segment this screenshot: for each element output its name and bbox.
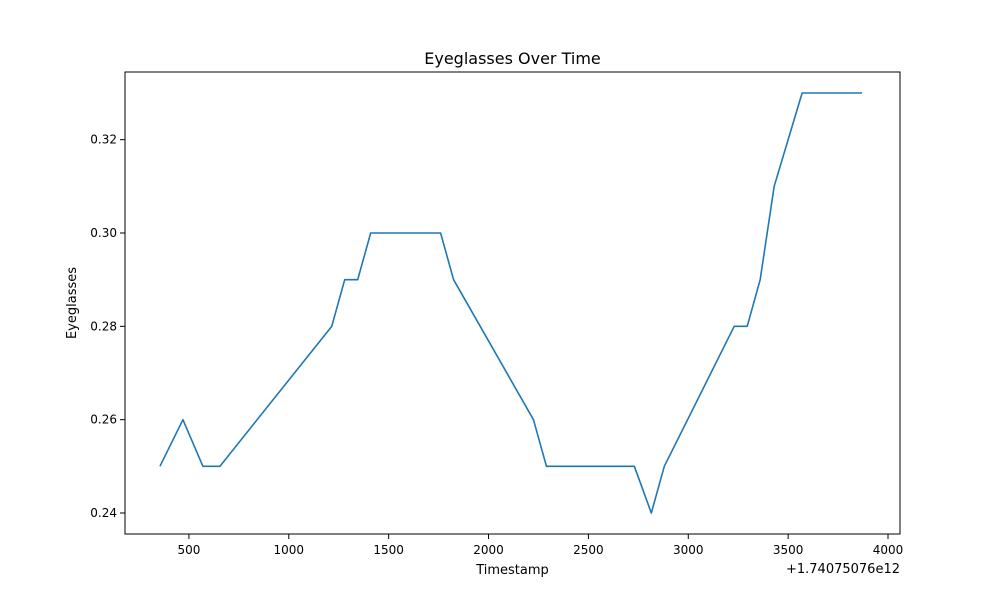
plot-area bbox=[125, 72, 900, 534]
y-axis-label: Eyeglasses bbox=[65, 267, 80, 339]
x-tick-label: 1500 bbox=[373, 543, 404, 557]
chart-title: Eyeglasses Over Time bbox=[424, 49, 601, 68]
x-tick-label: 3500 bbox=[773, 543, 804, 557]
x-axis: 500 1000 1500 2000 2500 3000 3500 4000 bbox=[177, 534, 903, 557]
y-axis: 0.24 0.26 0.28 0.30 0.32 bbox=[90, 133, 125, 520]
x-tick-label: 500 bbox=[177, 543, 200, 557]
x-tick-label: 1000 bbox=[274, 543, 305, 557]
x-tick-label: 3000 bbox=[673, 543, 704, 557]
y-tick-label: 0.26 bbox=[90, 413, 117, 427]
x-tick-label: 4000 bbox=[873, 543, 904, 557]
y-tick-label: 0.28 bbox=[90, 319, 117, 333]
series-line bbox=[159, 92, 863, 514]
x-tick-label: 2000 bbox=[473, 543, 504, 557]
series-layer bbox=[159, 92, 863, 514]
plot-frame bbox=[124, 71, 901, 535]
x-tick-label: 2500 bbox=[573, 543, 604, 557]
x-axis-offset-label: +1.74075076e12 bbox=[786, 562, 900, 577]
y-tick-label: 0.24 bbox=[90, 506, 117, 520]
x-axis-label: Timestamp bbox=[475, 563, 549, 578]
y-tick-label: 0.30 bbox=[90, 226, 117, 240]
y-tick-label: 0.32 bbox=[90, 133, 117, 147]
